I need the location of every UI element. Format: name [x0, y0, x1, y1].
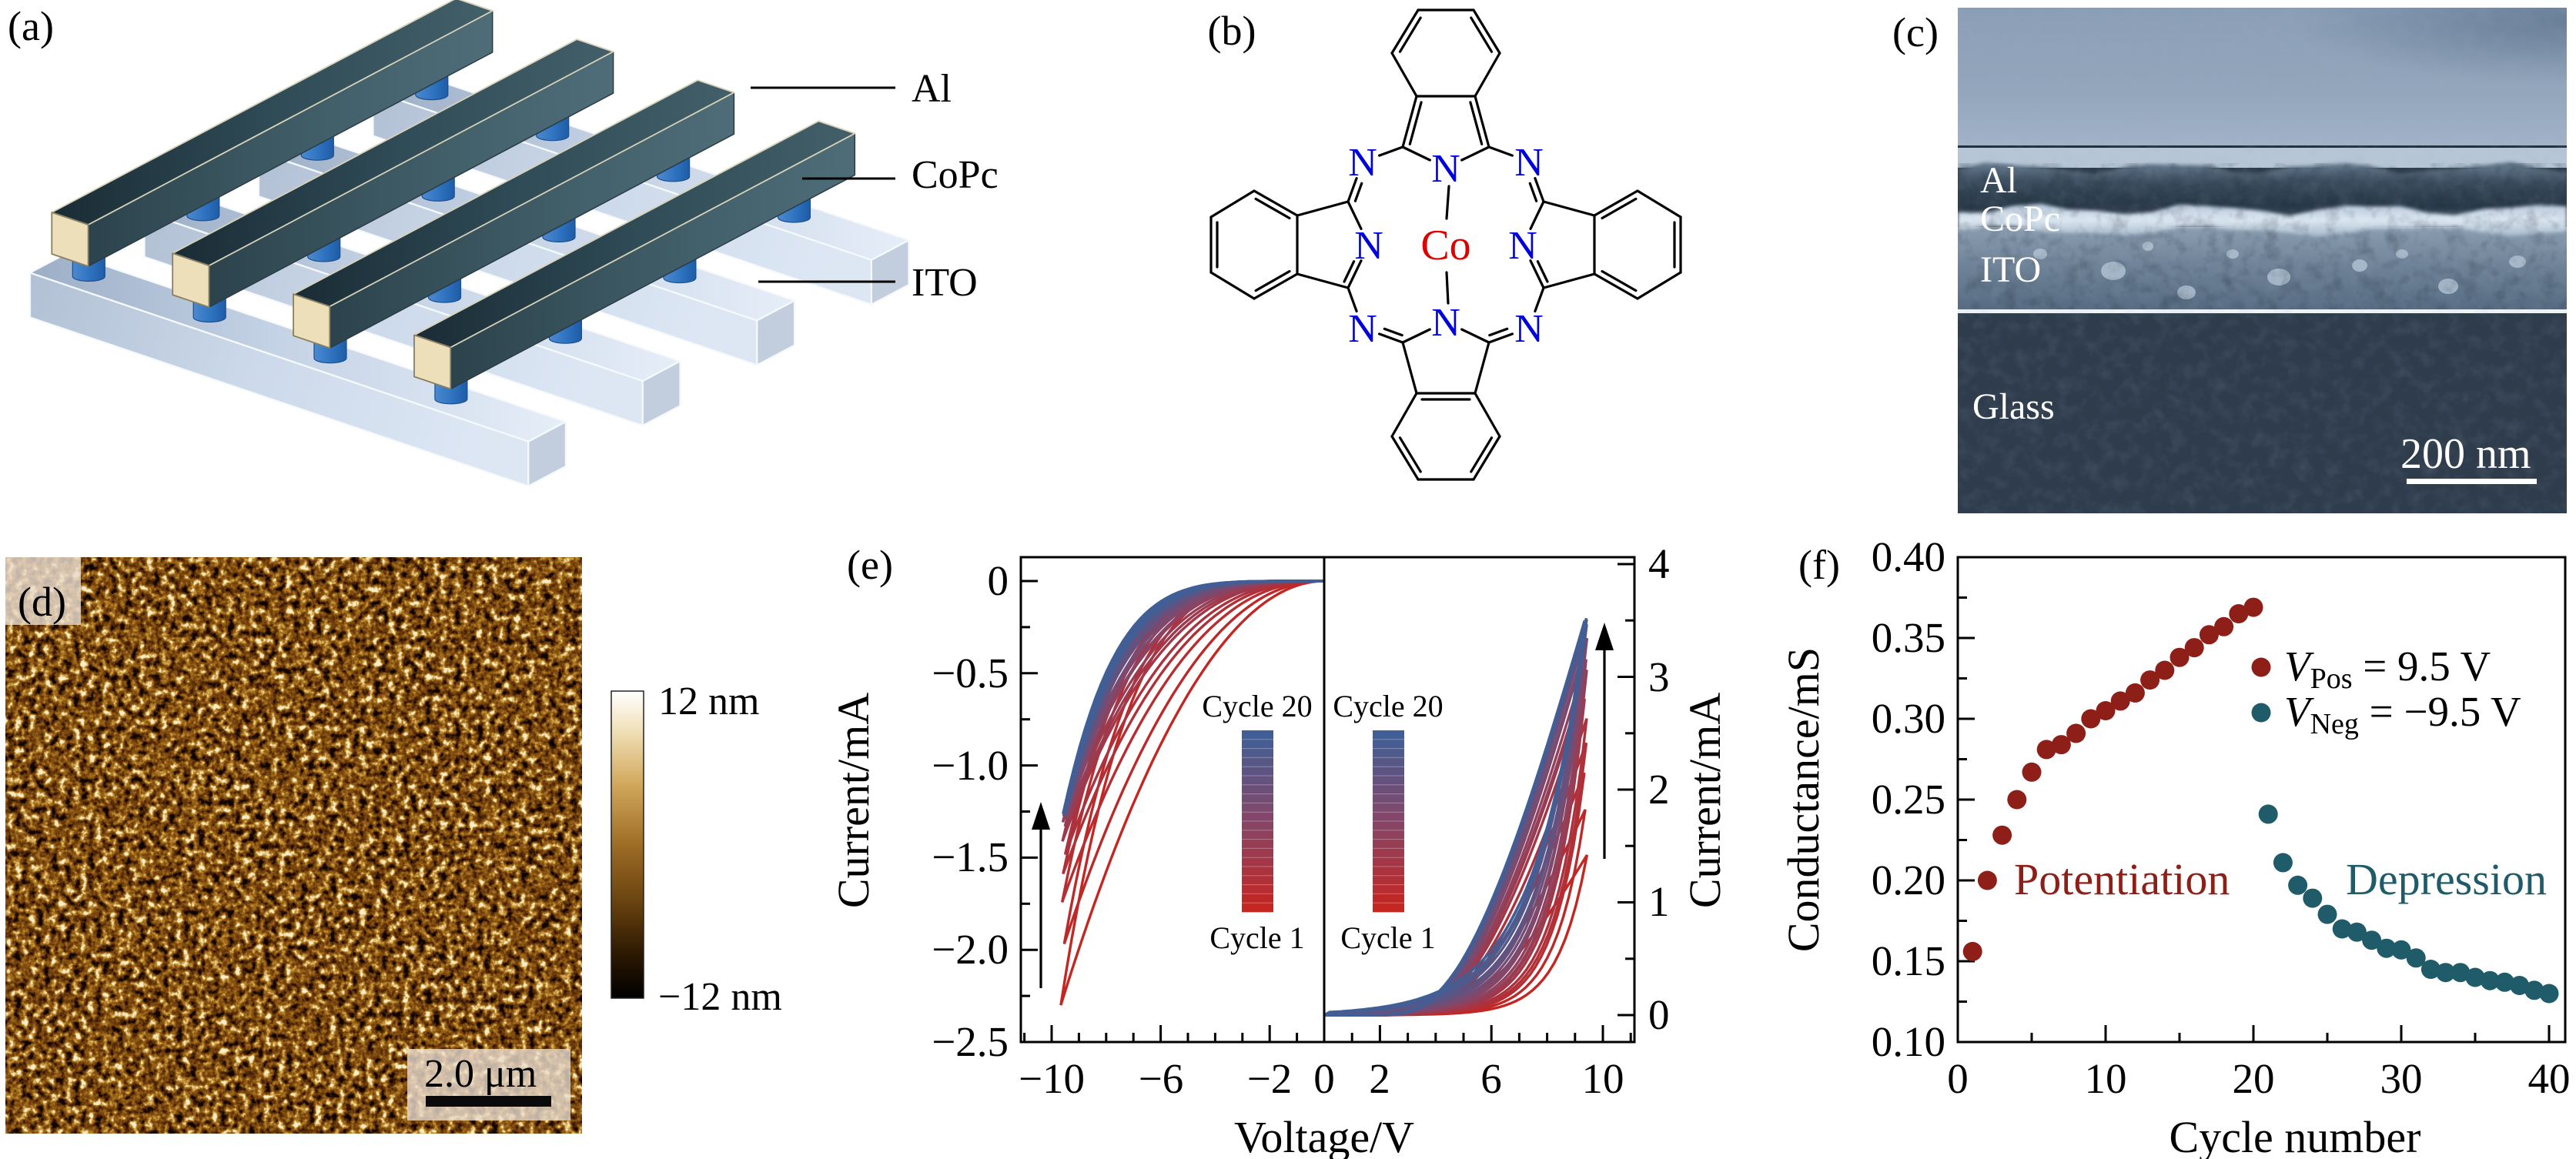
- svg-text:0.15: 0.15: [1872, 937, 1945, 984]
- svg-text:−2: −2: [1247, 1055, 1293, 1102]
- svg-text:N: N: [1431, 147, 1460, 191]
- svg-text:(b): (b): [1208, 8, 1256, 54]
- svg-text:4: 4: [1648, 540, 1670, 587]
- svg-text:ITO: ITO: [1980, 249, 2041, 290]
- svg-text:0.20: 0.20: [1872, 857, 1945, 903]
- svg-text:2.0 μm: 2.0 μm: [424, 1052, 537, 1096]
- svg-text:Cycle 20: Cycle 20: [1202, 689, 1312, 723]
- svg-text:20: 20: [2233, 1055, 2275, 1102]
- svg-text:−0.5: −0.5: [932, 650, 1009, 696]
- svg-text:Cycle 20: Cycle 20: [1333, 689, 1443, 723]
- svg-text:Cycle 1: Cycle 1: [1340, 920, 1435, 955]
- svg-text:N: N: [1348, 141, 1377, 185]
- svg-text:(d): (d): [18, 579, 66, 625]
- svg-text:2: 2: [1648, 766, 1670, 813]
- svg-text:0.35: 0.35: [1872, 614, 1945, 661]
- svg-text:N: N: [1348, 307, 1377, 351]
- svg-text:Al: Al: [1980, 160, 2017, 201]
- svg-text:−2.5: −2.5: [932, 1018, 1009, 1065]
- svg-text:0.10: 0.10: [1872, 1018, 1945, 1065]
- svg-text:Cycle number: Cycle number: [2170, 1112, 2421, 1159]
- svg-text:Co: Co: [1420, 222, 1470, 269]
- svg-text:−12 nm: −12 nm: [658, 975, 782, 1019]
- svg-text:−2.0: −2.0: [932, 926, 1009, 973]
- svg-text:N: N: [1514, 141, 1544, 185]
- svg-text:N: N: [1514, 307, 1544, 351]
- svg-text:0.25: 0.25: [1872, 776, 1945, 823]
- svg-text:Al: Al: [912, 67, 952, 111]
- svg-text:(f): (f): [1798, 542, 1840, 588]
- svg-text:Voltage/V: Voltage/V: [1234, 1112, 1414, 1159]
- svg-text:1: 1: [1648, 878, 1670, 925]
- svg-text:−6: −6: [1139, 1055, 1184, 1102]
- svg-text:10: 10: [2085, 1055, 2127, 1102]
- svg-text:ITO: ITO: [912, 261, 978, 305]
- svg-text:2: 2: [1369, 1055, 1390, 1102]
- svg-text:40: 40: [2528, 1055, 2571, 1102]
- svg-text:200 nm: 200 nm: [2400, 430, 2531, 478]
- svg-text:N: N: [1354, 224, 1383, 268]
- svg-text:N: N: [1508, 224, 1537, 268]
- svg-text:N: N: [1431, 301, 1460, 345]
- svg-text:(c): (c): [1892, 9, 1939, 55]
- svg-text:0: 0: [1947, 1055, 1969, 1102]
- svg-text:Potentiation: Potentiation: [2014, 854, 2230, 904]
- svg-text:−10: −10: [1019, 1055, 1085, 1102]
- svg-text:Glass: Glass: [1972, 386, 2055, 427]
- svg-text:Current/mA: Current/mA: [1680, 693, 1730, 908]
- svg-text:VPos = 9.5 V: VPos = 9.5 V: [2284, 643, 2491, 695]
- svg-text:0.40: 0.40: [1872, 533, 1945, 580]
- svg-text:Current/mA: Current/mA: [828, 693, 878, 908]
- svg-text:Depression: Depression: [2346, 854, 2547, 904]
- svg-text:30: 30: [2380, 1055, 2423, 1102]
- svg-text:−1.5: −1.5: [932, 833, 1009, 880]
- svg-text:0.30: 0.30: [1872, 695, 1945, 742]
- svg-text:−1.0: −1.0: [932, 742, 1009, 789]
- svg-text:3: 3: [1648, 653, 1670, 700]
- svg-text:Conductance/mS: Conductance/mS: [1778, 647, 1828, 952]
- svg-text:0: 0: [988, 557, 1009, 604]
- svg-text:12 nm: 12 nm: [658, 680, 759, 723]
- svg-text:10: 10: [1582, 1055, 1624, 1102]
- svg-text:0: 0: [1648, 991, 1670, 1038]
- svg-text:VNeg = −9.5 V: VNeg = −9.5 V: [2284, 688, 2521, 740]
- svg-text:(a): (a): [8, 3, 54, 49]
- svg-text:6: 6: [1480, 1055, 1502, 1102]
- svg-text:0: 0: [1313, 1055, 1335, 1102]
- svg-text:(e): (e): [847, 542, 893, 588]
- svg-text:CoPc: CoPc: [912, 153, 999, 197]
- svg-text:Cycle 1: Cycle 1: [1209, 920, 1304, 955]
- svg-text:CoPc: CoPc: [1980, 199, 2060, 239]
